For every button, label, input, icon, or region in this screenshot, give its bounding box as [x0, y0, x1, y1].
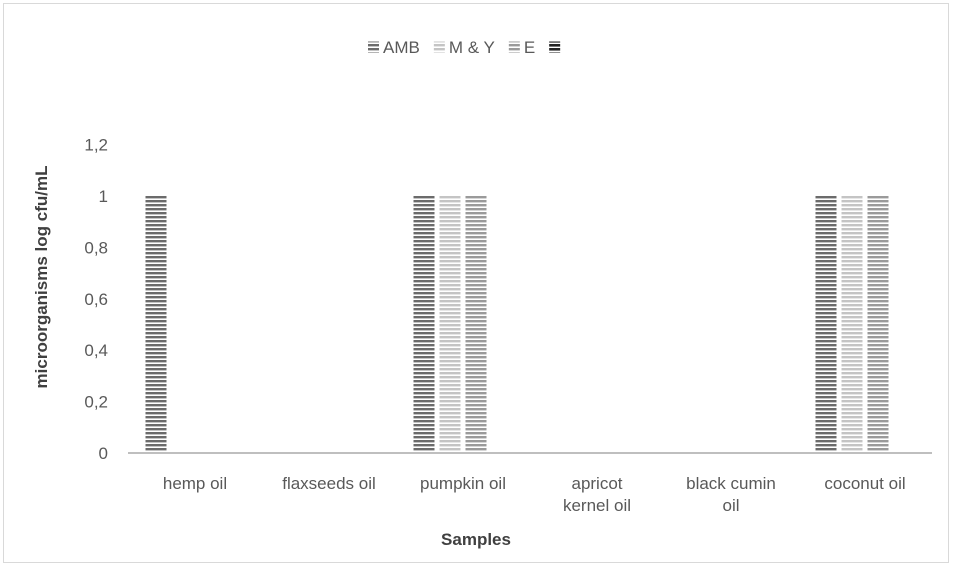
x-category-label: pumpkin oil	[420, 474, 506, 493]
bar	[867, 195, 889, 453]
y-tick-label: 1,2	[84, 136, 108, 155]
y-axis-ticks: 0 0,2 0,4 0,6 0,8 1 1,2	[84, 136, 108, 464]
x-category-label: black cumin oil	[686, 474, 776, 515]
legend: AMB M & Y E	[368, 38, 561, 57]
legend-swatch	[433, 41, 445, 53]
y-tick-label: 1	[99, 187, 108, 206]
x-category-label: coconut oil	[824, 474, 905, 493]
bar	[439, 195, 461, 453]
bar	[145, 195, 167, 453]
y-tick-label: 0,4	[84, 341, 108, 360]
y-axis-title: microorganisms log cfu/mL	[32, 166, 51, 389]
legend-item: M & Y	[433, 38, 495, 57]
legend-label: AMB	[383, 38, 420, 57]
x-category-label: flaxseeds oil	[282, 474, 376, 493]
legend-swatch	[508, 41, 520, 53]
bar	[815, 195, 837, 453]
legend-swatch	[368, 41, 379, 53]
x-category-label: hemp oil	[163, 474, 227, 493]
legend-item: AMB	[368, 38, 420, 57]
legend-label: M & Y	[449, 38, 495, 57]
bar	[465, 195, 487, 453]
y-tick-label: 0,2	[84, 393, 108, 412]
y-tick-label: 0	[99, 444, 108, 463]
chart-frame: AMB M & Y E 0 0,2 0,4 0,6 0,8 1 1,2 hemp oil flax…	[3, 3, 949, 563]
bar	[841, 195, 863, 453]
x-axis-categories: hemp oil flaxseeds oil pumpkin oil apricot k…	[163, 474, 906, 515]
bar-chart: AMB M & Y E 0 0,2 0,4 0,6 0,8 1 1,2 hemp oil flax…	[32, 38, 932, 549]
y-tick-label: 0,8	[84, 238, 108, 257]
legend-label: E	[524, 38, 535, 57]
legend-swatch	[549, 41, 561, 53]
bar	[413, 195, 435, 453]
legend-item	[549, 41, 561, 53]
x-axis-title: Samples	[441, 530, 511, 549]
y-tick-label: 0,6	[84, 290, 108, 309]
x-category-label: apricot kernel oil	[563, 474, 631, 515]
bars	[145, 195, 889, 453]
legend-item: E	[508, 38, 535, 57]
